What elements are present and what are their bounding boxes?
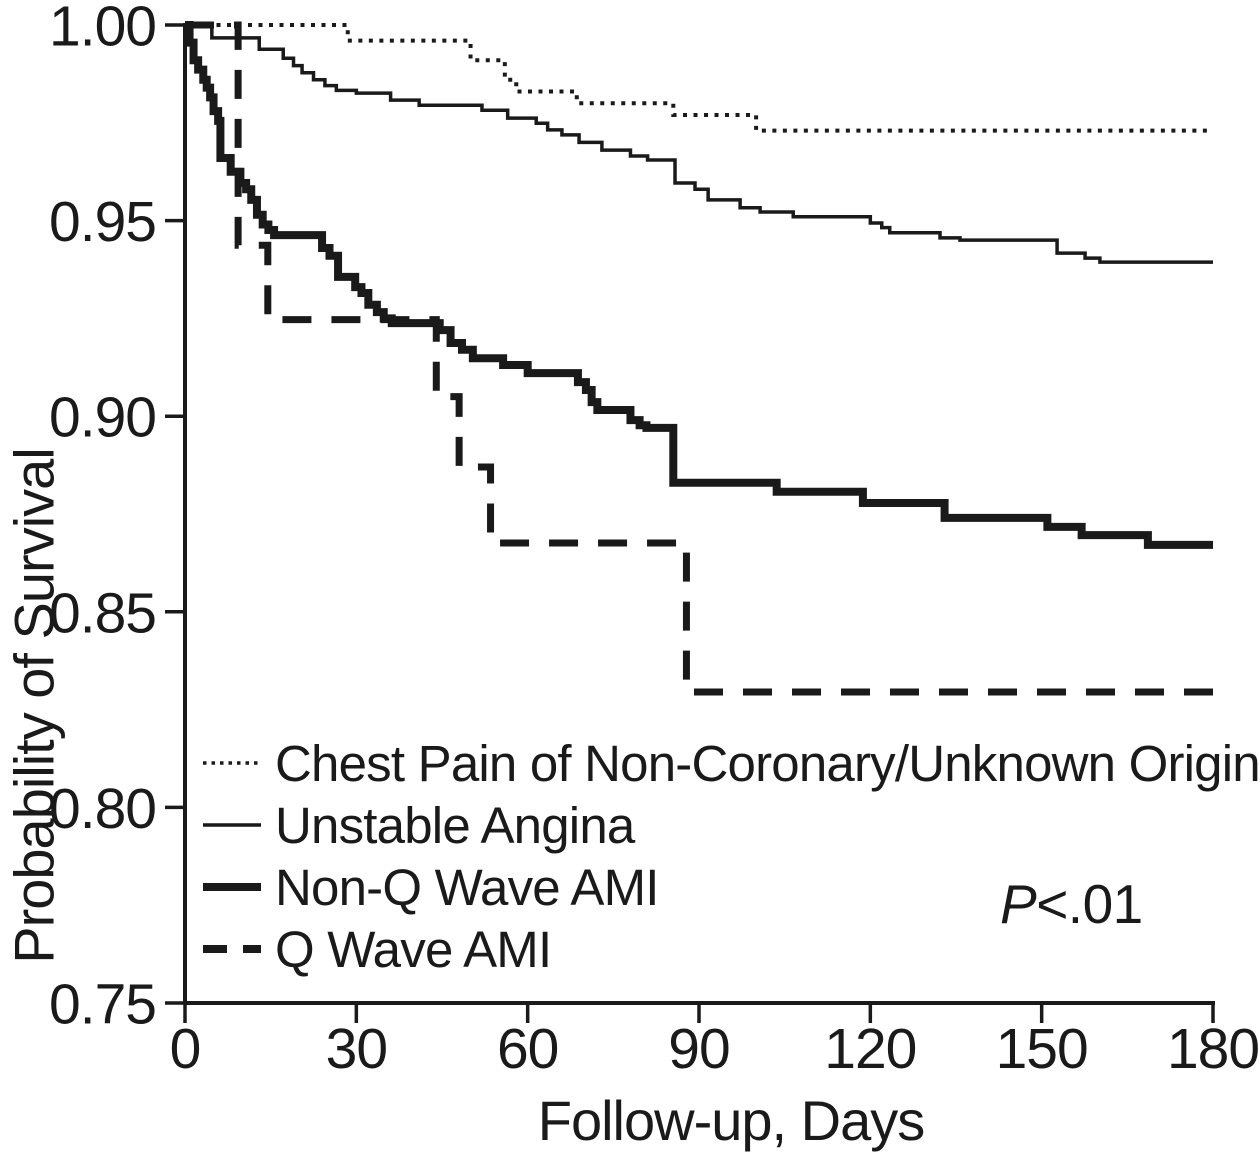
y-tick-label: 0.90 [49,386,156,450]
legend-row-unstable-angina: Unstable Angina [203,794,1260,856]
p-value-symbol: P [1000,873,1037,935]
x-tick-label: 30 [326,1017,387,1081]
p-value-annotation: P<.01 [1000,872,1143,936]
y-axis-title: Probability of Survival [2,448,66,964]
legend-row-q-wave-ami: Q Wave AMI [203,918,1260,980]
y-tick-label: 1.00 [49,0,156,59]
chart-legend: Chest Pain of Non-Coronary/Unknown Origi… [203,732,1260,980]
thick-line-swatch [203,883,261,891]
series-line-q-wave-ami [185,21,1213,696]
x-tick-label: 60 [497,1017,558,1081]
legend-label-q-wave-ami: Q Wave AMI [275,920,552,978]
x-tick-label: 0 [170,1017,201,1081]
x-tick-label: 150 [996,1017,1088,1081]
y-tick-label: 0.80 [49,777,156,841]
dashed-line-swatch [203,945,261,953]
y-tick-label: 0.75 [49,973,156,1037]
legend-label-chest-pain: Chest Pain of Non-Coronary/Unknown Origi… [275,734,1260,792]
x-tick-label: 180 [1167,1017,1259,1081]
legend-label-non-q-wave-ami: Non-Q Wave AMI [275,858,659,916]
p-value-text: <.01 [1036,873,1143,935]
x-axis-title: Follow-up, Days [537,1089,925,1152]
series-line-unstable-angina [185,23,1213,264]
series-line-non-q-wave-ami [185,21,1213,549]
legend-label-unstable-angina: Unstable Angina [275,796,635,854]
series-line-chest-pain-of-non-coronary-unknown-origin [185,23,1213,133]
dotted-line-swatch [203,761,261,765]
legend-row-non-q-wave-ami: Non-Q Wave AMI [203,856,1260,918]
thin-line-swatch [203,823,261,827]
y-tick-label: 0.85 [49,581,156,645]
x-tick-label: 90 [668,1017,729,1081]
x-tick-label: 120 [824,1017,916,1081]
y-tick-label: 0.95 [49,190,156,254]
legend-row-chest-pain: Chest Pain of Non-Coronary/Unknown Origi… [203,732,1260,794]
